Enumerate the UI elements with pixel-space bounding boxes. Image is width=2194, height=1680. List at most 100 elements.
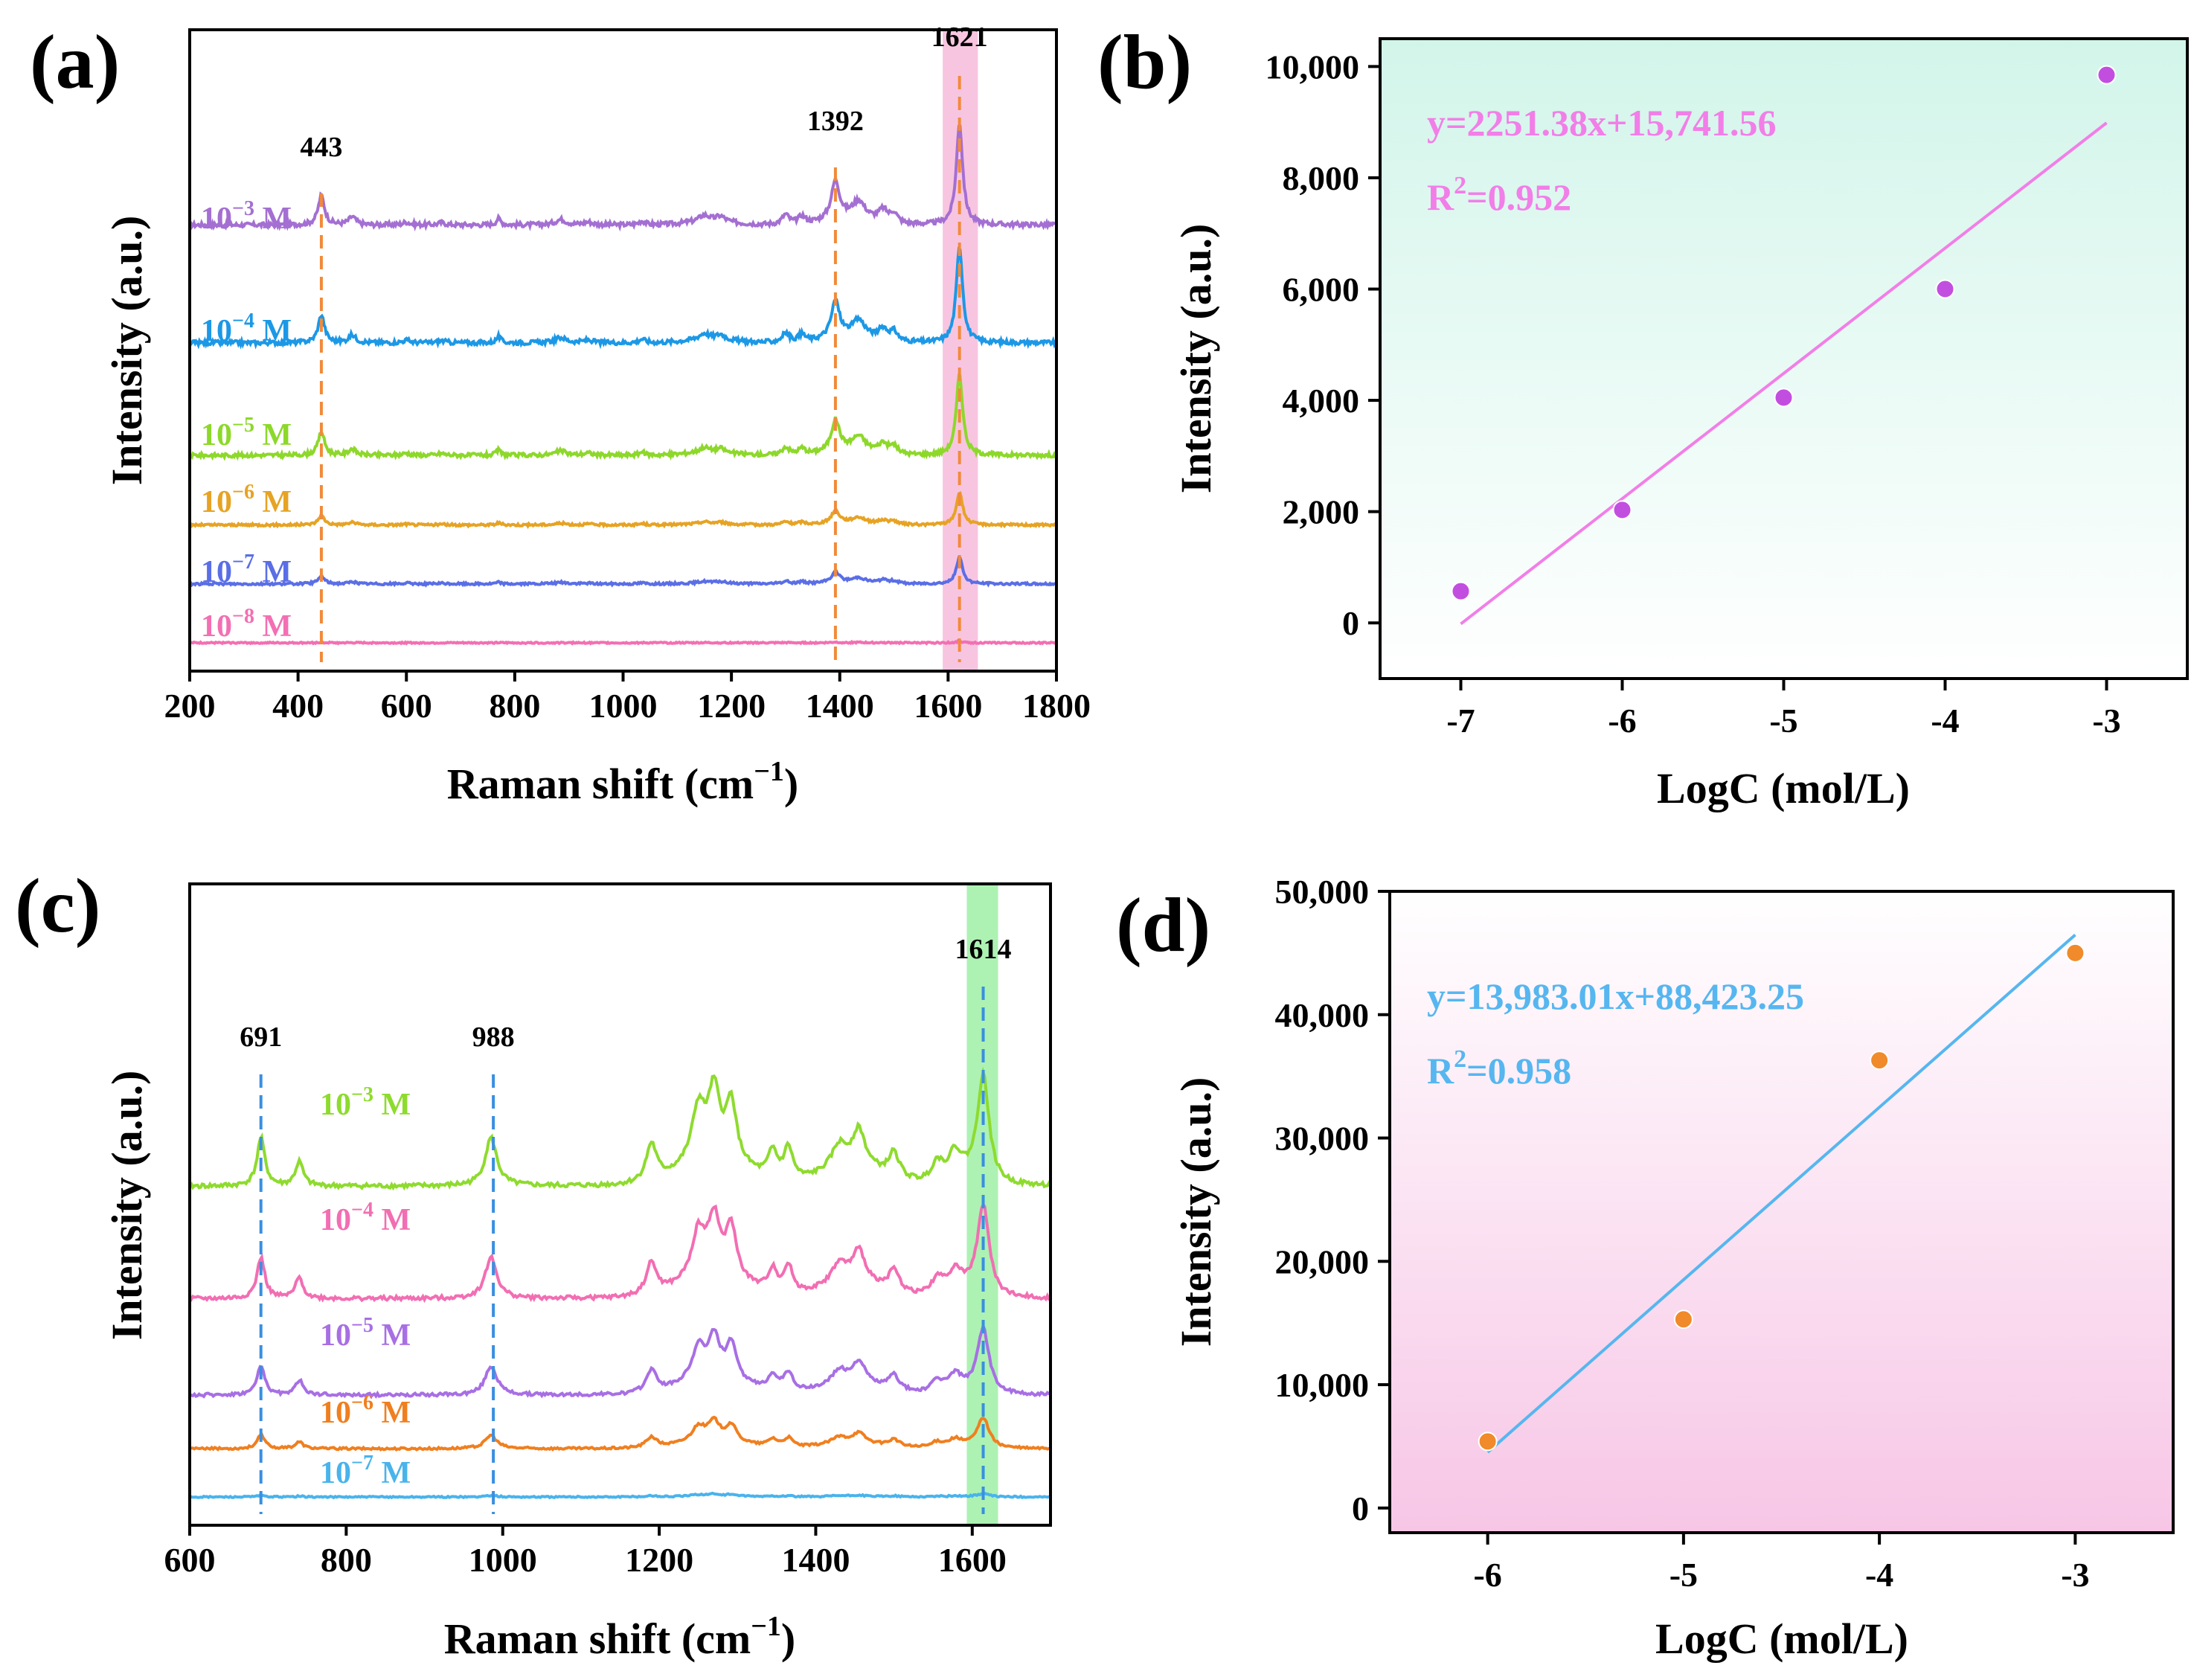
y-tick-label: 10,000: [1275, 1366, 1370, 1404]
peak-label: 1614: [955, 934, 1012, 965]
plot-area-a: [190, 30, 1056, 671]
plot-area-b: [1380, 39, 2187, 679]
y-tick-label: 20,000: [1275, 1243, 1370, 1280]
x-tick-label: 1800: [1022, 687, 1091, 725]
x-ticks-a: 200 400 600 800 1000 1200 1400 1600 1800: [164, 671, 1091, 725]
fit-line-b: [1460, 121, 2108, 626]
axis-frame-a: [188, 28, 1058, 673]
x-ticks-b: -7 -6 -5 -4 -3: [1446, 679, 2121, 740]
x-tick-label: 1200: [625, 1541, 693, 1579]
peak-label: 1621: [931, 22, 988, 53]
spectra-c: [188, 1066, 1052, 1500]
x-axis-label-d: LogC (mol/L): [1655, 1615, 1908, 1663]
x-tick-label: 1200: [697, 687, 766, 725]
plot-area-d: [1390, 891, 2173, 1533]
y-axis-label-b: Intensity (a.u.): [1172, 224, 1220, 494]
axis-frame-c: [188, 882, 1052, 1527]
concentration-labels-a: 10−3 M 10−4 M 10−5 M 10−6 M 10−7 M 10−8 M: [201, 197, 292, 644]
x-ticks-d: -6 -5 -4 -3: [1473, 1533, 2090, 1594]
spectrum-line: [189, 1491, 1051, 1500]
concentration-label: 10−3 M: [320, 1083, 411, 1122]
data-point: [1673, 1309, 1693, 1330]
panel-a: (a) 443 1392 1621 10−3 M 10−4 M 10−5 M 10−6 M…: [30, 19, 1091, 808]
spectrum-line: [189, 124, 1057, 232]
peak-label: 691: [240, 1022, 282, 1053]
x-tick-label: 600: [164, 1541, 216, 1579]
r-squared-d: R2=0.958: [1427, 1045, 1571, 1091]
x-tick-label: 400: [272, 687, 324, 725]
y-tick-label: 2,000: [1283, 493, 1360, 531]
y-tick-label: 6,000: [1283, 271, 1360, 309]
x-tick-label: -4: [1865, 1556, 1893, 1594]
peak-label: 1392: [807, 106, 864, 137]
y-tick-label: 50,000: [1275, 873, 1370, 911]
plot-area-c: [190, 884, 1051, 1525]
y-tick-label: 0: [1352, 1490, 1369, 1527]
data-point: [1612, 500, 1632, 520]
y-tick-label: 10,000: [1266, 48, 1360, 86]
equation-d: y=13,983.01x+88,423.25: [1427, 975, 1804, 1017]
x-tick-label: 200: [164, 687, 216, 725]
x-axis-label-a: Raman shift (cm−1): [447, 756, 798, 808]
spectrum-line: [189, 638, 1057, 646]
x-tick-label: -6: [1608, 702, 1636, 740]
peak-labels-a: 443 1392 1621: [300, 22, 987, 163]
concentration-label: 10−3 M: [201, 197, 292, 236]
panel-d-label: (d): [1116, 882, 1210, 968]
y-axis-label-a: Intensity (a.u.): [103, 216, 151, 486]
y-ticks-d: 0 10,000 20,000 30,000 40,000 50,000: [1275, 873, 1390, 1527]
panel-b: (b) y=2251.38x+15,741.56 R2=0.952 -7 -6 -5…: [1097, 19, 2189, 812]
y-axis-label-d: Intensity (a.u.): [1172, 1077, 1220, 1347]
x-tick-label: 600: [381, 687, 432, 725]
x-ticks-c: 600 800 1000 1200 1400 1600: [164, 1525, 1007, 1579]
concentration-labels-c: 10−3 M 10−4 M 10−5 M 10−6 M 10−7 M: [320, 1083, 411, 1490]
spectrum-line: [188, 1201, 1051, 1304]
fit-line-d: [1486, 933, 2076, 1454]
data-point: [1870, 1051, 1890, 1071]
spectrum-line: [189, 1066, 1052, 1191]
spectra-a: [188, 124, 1058, 646]
x-axis-label-b: LogC (mol/L): [1657, 764, 1910, 812]
peak-label: 988: [472, 1022, 515, 1053]
concentration-label: 10−6 M: [320, 1391, 411, 1430]
y-tick-label: 0: [1342, 604, 1359, 642]
y-tick-label: 30,000: [1275, 1120, 1370, 1158]
x-tick-label: 1400: [806, 687, 874, 725]
y-tick-label: 40,000: [1275, 996, 1370, 1034]
data-points-d: [1478, 943, 2085, 1452]
x-tick-label: -5: [1669, 1556, 1698, 1594]
spectrum-line: [189, 1415, 1051, 1452]
x-tick-label: -3: [2092, 702, 2120, 740]
data-point: [1774, 388, 1794, 408]
x-tick-label: 1000: [589, 687, 658, 725]
y-ticks-b: 0 2,000 4,000 6,000 8,000 10,000: [1266, 48, 1380, 642]
x-tick-label: -5: [1769, 702, 1797, 740]
data-point: [1451, 581, 1471, 601]
data-point: [2097, 65, 2117, 85]
spectrum-line: [189, 1321, 1051, 1400]
x-tick-label: -3: [2061, 1556, 2089, 1594]
equation-b: y=2251.38x+15,741.56: [1427, 102, 1776, 144]
x-tick-label: 800: [489, 687, 540, 725]
concentration-label: 10−5 M: [320, 1314, 411, 1353]
x-tick-label: 1400: [781, 1541, 850, 1579]
x-tick-label: -6: [1473, 1556, 1501, 1594]
spectrum-line: [189, 491, 1058, 530]
peak-guides-c: [259, 987, 985, 1514]
spectrum-line: [189, 373, 1058, 461]
concentration-label: 10−6 M: [201, 481, 292, 519]
y-tick-label: 4,000: [1283, 382, 1360, 420]
x-tick-label: -4: [1931, 702, 1959, 740]
data-point: [1478, 1431, 1498, 1452]
y-tick-label: 8,000: [1283, 159, 1360, 197]
r-squared-b: R2=0.952: [1427, 172, 1571, 218]
x-tick-label: 1000: [469, 1541, 537, 1579]
spectrum-line: [188, 246, 1058, 350]
panel-c-label: (c): [15, 863, 100, 949]
data-points-b: [1451, 65, 2117, 601]
concentration-label: 10−5 M: [201, 414, 292, 452]
concentration-label: 10−7 M: [201, 551, 292, 589]
y-axis-label-c: Intensity (a.u.): [103, 1071, 151, 1341]
